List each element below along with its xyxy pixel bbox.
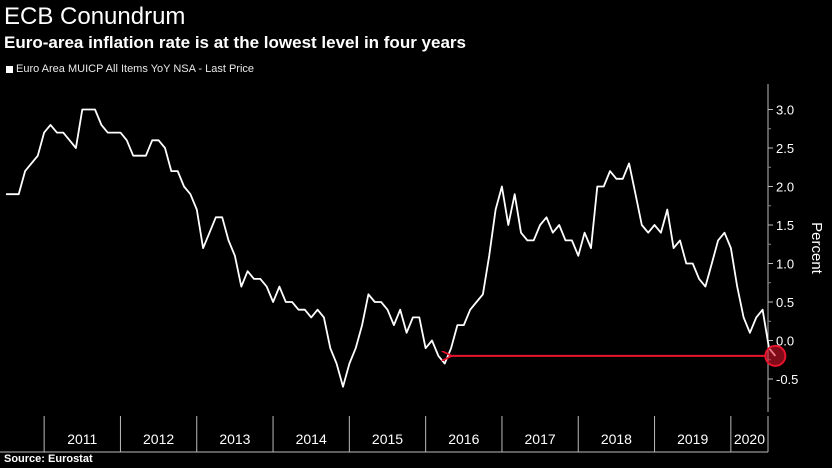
x-tick-label: 2015 — [372, 431, 403, 447]
y-axis-label: Percent — [808, 222, 825, 275]
chart-legend: Euro Area MUICP All Items YoY NSA - Last… — [6, 62, 254, 76]
x-tick-label: 2018 — [601, 431, 632, 447]
legend-swatch — [6, 65, 13, 73]
x-tick-label: 2019 — [677, 431, 708, 447]
y-tick-label: 2.0 — [776, 180, 794, 195]
y-tick-label: 0.0 — [776, 334, 794, 349]
x-tick-label: 2017 — [525, 431, 556, 447]
x-tick-label: 2020 — [734, 431, 765, 447]
chart-subtitle: Euro-area inflation rate is at the lowes… — [4, 33, 466, 52]
series-line-0 — [6, 108, 777, 388]
x-tick-label: 2011 — [67, 431, 97, 447]
y-tick-label: -0.5 — [776, 372, 798, 387]
annotation-circle — [764, 344, 787, 367]
legend-label: Euro Area MUICP All Items YoY NSA - Last… — [16, 63, 255, 75]
y-tick-label: 0.5 — [776, 295, 794, 310]
y-tick-label: 1.5 — [776, 218, 794, 233]
x-tick-label: 2016 — [448, 431, 479, 447]
y-tick-label: 3.0 — [776, 103, 794, 118]
x-tick-label: 2014 — [296, 431, 327, 447]
source-note: Source: Eurostat — [4, 453, 93, 465]
chart-title: ECB Conundrum — [4, 3, 186, 30]
y-tick-label: 2.5 — [776, 141, 794, 156]
x-tick-label: 2012 — [143, 431, 174, 447]
y-tick-label: 1.0 — [776, 257, 794, 272]
x-tick-label: 2013 — [219, 431, 250, 447]
